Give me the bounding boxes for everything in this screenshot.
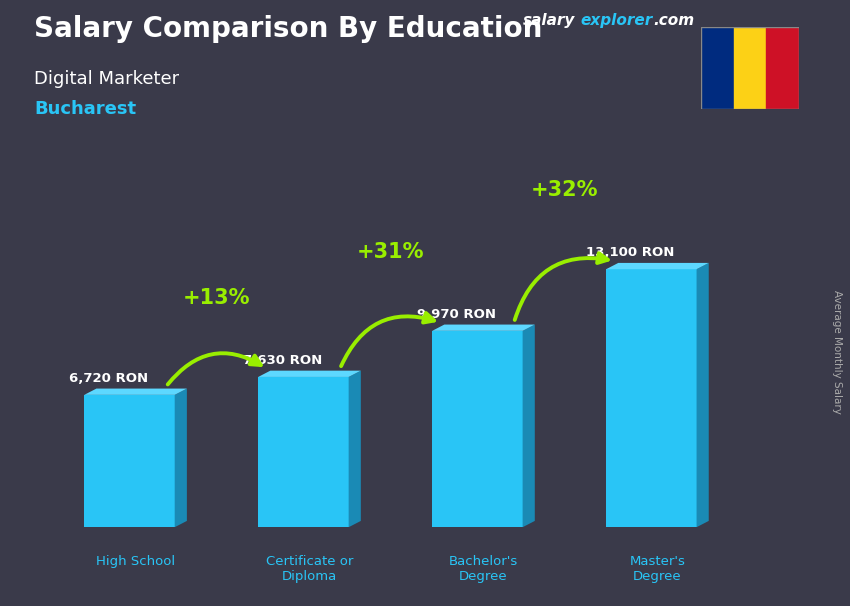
Polygon shape xyxy=(432,331,523,527)
Text: 7,630 RON: 7,630 RON xyxy=(243,354,322,367)
Text: Digital Marketer: Digital Marketer xyxy=(34,70,179,88)
FancyArrowPatch shape xyxy=(515,253,608,320)
Bar xyxy=(701,27,734,109)
Text: Salary Comparison By Education: Salary Comparison By Education xyxy=(34,15,542,43)
Text: Average Monthly Salary: Average Monthly Salary xyxy=(832,290,842,413)
Polygon shape xyxy=(606,269,696,527)
Text: Bachelor's
Degree: Bachelor's Degree xyxy=(449,555,518,583)
Polygon shape xyxy=(606,263,709,269)
Text: .com: .com xyxy=(653,13,694,28)
Text: 9,970 RON: 9,970 RON xyxy=(417,308,496,321)
Text: Master's
Degree: Master's Degree xyxy=(630,555,685,583)
Text: salary: salary xyxy=(523,13,575,28)
Polygon shape xyxy=(432,325,535,331)
Polygon shape xyxy=(84,395,175,527)
Polygon shape xyxy=(175,388,187,527)
Polygon shape xyxy=(696,263,709,527)
Text: +13%: +13% xyxy=(183,288,250,308)
Polygon shape xyxy=(523,325,535,527)
Text: Bucharest: Bucharest xyxy=(34,100,136,118)
Bar xyxy=(767,27,799,109)
Polygon shape xyxy=(84,388,187,395)
Polygon shape xyxy=(348,371,361,527)
Text: 13,100 RON: 13,100 RON xyxy=(586,247,675,259)
Text: High School: High School xyxy=(96,555,175,568)
Polygon shape xyxy=(258,377,348,527)
Text: +32%: +32% xyxy=(530,180,598,200)
FancyArrowPatch shape xyxy=(341,313,434,366)
Polygon shape xyxy=(258,371,361,377)
Text: 6,720 RON: 6,720 RON xyxy=(69,372,148,385)
Text: Certificate or
Diploma: Certificate or Diploma xyxy=(266,555,354,583)
FancyArrowPatch shape xyxy=(167,353,261,384)
Text: +31%: +31% xyxy=(357,242,424,262)
Bar xyxy=(734,27,767,109)
Text: explorer: explorer xyxy=(581,13,653,28)
